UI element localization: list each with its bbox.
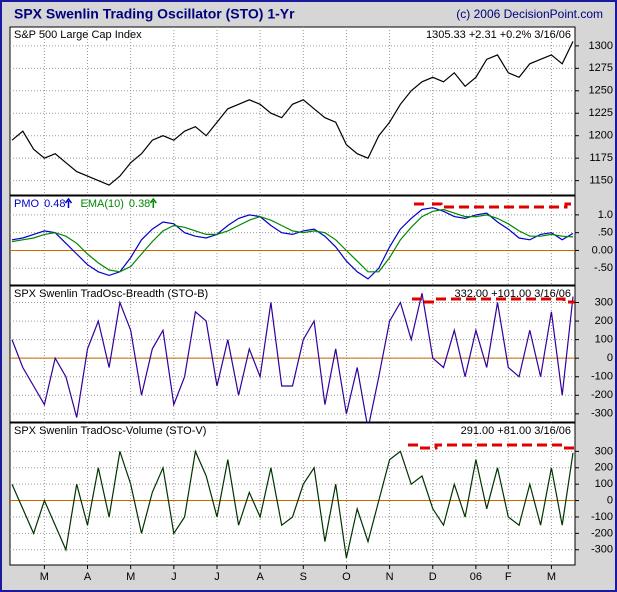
- y-tick-label: .50: [598, 227, 613, 239]
- panel-title: SPX Swenlin TradOsc-Volume (STO-V): [14, 425, 206, 437]
- y-tick-label: 300: [595, 445, 613, 457]
- panel-title: SPX Swenlin TradOsc-Breadth (STO-B): [14, 288, 208, 300]
- y-tick-label: -200: [591, 389, 613, 401]
- y-tick-label: -200: [591, 527, 613, 539]
- x-tick-label: D: [429, 571, 437, 583]
- plot-area: [9, 285, 576, 423]
- y-tick-label: 1175: [589, 152, 613, 164]
- x-tick-label: N: [386, 571, 394, 583]
- y-tick-label: 200: [595, 462, 613, 474]
- panel-info: 332.00 +101.00 3/16/06: [454, 288, 571, 300]
- y-tick-label: -100: [591, 371, 613, 383]
- red-dash: [414, 202, 575, 209]
- y-tick-label: 100: [595, 334, 613, 346]
- legend-arrow: [64, 197, 73, 208]
- y-tick-label: -300: [591, 408, 613, 420]
- panel-title: S&P 500 Large Cap Index: [14, 29, 142, 41]
- y-tick-label: 300: [595, 296, 613, 308]
- y-tick-label: 1275: [589, 62, 613, 74]
- x-tick-label: A: [256, 571, 264, 583]
- x-tick-label: J: [171, 571, 177, 583]
- x-tick-label: S: [300, 571, 307, 583]
- y-tick-label: 0.00: [592, 244, 613, 256]
- y-tick-label: 1200: [589, 130, 613, 142]
- series-line: [11, 208, 574, 273]
- legend-name: PMO: [14, 198, 40, 210]
- x-tick-label: A: [84, 571, 92, 583]
- y-tick-label: 0: [607, 352, 613, 364]
- legend-value: 0.38: [129, 198, 150, 210]
- series-line: [11, 293, 574, 429]
- x-tick-label: M: [40, 571, 49, 583]
- series-line: [11, 41, 574, 186]
- y-tick-label: -100: [591, 511, 613, 523]
- y-tick-label: 200: [595, 315, 613, 327]
- panels: 1150 1175 1200 1225 1250 1275 1300 S&P 500 Larg…: [9, 26, 613, 583]
- y-tick-label: -.50: [594, 262, 613, 274]
- legend-name: EMA(10): [80, 198, 123, 210]
- y-tick-label: 1300: [589, 40, 613, 52]
- x-tick-label: O: [342, 571, 351, 583]
- plot-area: [9, 26, 576, 196]
- series-line: [11, 207, 574, 280]
- credit: (c) 2006 DecisionPoint.com: [456, 7, 603, 21]
- x-tick-label: M: [547, 571, 556, 583]
- panel-info: 291.00 +81.00 3/16/06: [461, 425, 571, 437]
- x-tick-label: M: [126, 571, 135, 583]
- y-tick-label: 1.0: [598, 209, 613, 221]
- annotations: [408, 202, 575, 450]
- legend-arrow: [149, 197, 157, 208]
- y-tick-label: 1250: [589, 85, 613, 97]
- y-tick-label: -300: [591, 544, 613, 556]
- y-tick-label: 100: [595, 478, 613, 490]
- red-dash: [412, 297, 575, 304]
- series-line: [11, 449, 574, 559]
- y-tick-label: 1150: [589, 175, 613, 187]
- legend-value: 0.48: [44, 198, 65, 210]
- panel-info: 1305.33 +2.31 +0.2% 3/16/06: [426, 29, 571, 41]
- plot-area: [9, 195, 576, 286]
- y-tick-label: 0: [607, 494, 613, 506]
- red-dash: [408, 443, 575, 450]
- x-tick-label: J: [214, 571, 220, 583]
- chart-title: SPX Swenlin Trading Oscillator (STO) 1-Y…: [14, 6, 295, 22]
- y-tick-label: 1225: [589, 107, 613, 119]
- x-tick-label: F: [505, 571, 512, 583]
- x-tick-label: 06: [470, 571, 482, 583]
